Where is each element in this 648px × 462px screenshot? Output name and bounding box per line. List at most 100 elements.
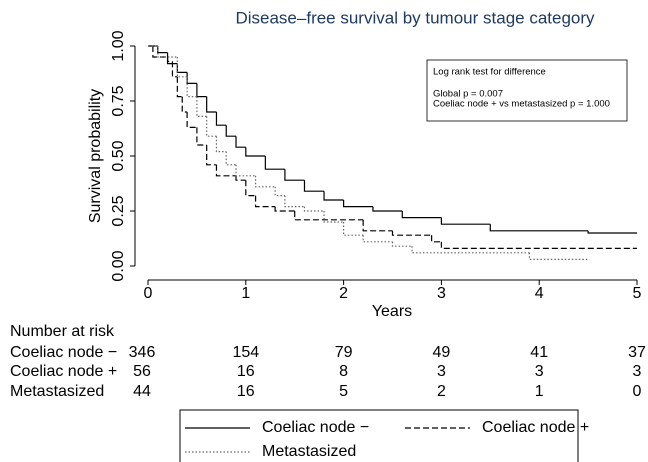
survival-step: [431, 235, 442, 243]
y-tick-label: 1.00: [110, 30, 127, 61]
survival-step: [235, 136, 246, 148]
survival-step: [215, 112, 227, 126]
survival-step: [274, 206, 295, 212]
survival-step: [294, 211, 364, 221]
annotation-box: [426, 59, 628, 122]
survival-step: [186, 76, 197, 98]
annotation: Global p = 0.007: [433, 89, 503, 100]
survival-step: [176, 57, 188, 78]
survival-step: [264, 156, 285, 170]
risk-value: 79: [335, 344, 353, 361]
survival-step: [225, 125, 237, 137]
survival-step: [362, 235, 393, 243]
survival-step: [245, 147, 266, 157]
x-tick-label: 5: [633, 285, 642, 302]
risk-value: 3: [633, 363, 642, 380]
survival-step: [343, 200, 373, 208]
y-tick-label: 0.75: [110, 85, 127, 116]
survival-step: [411, 246, 530, 254]
risk-value: 3: [535, 363, 544, 380]
survival-step: [157, 46, 168, 54]
survival-step: [152, 46, 168, 58]
survival-step: [166, 52, 178, 65]
survival-step: [323, 211, 344, 223]
y-axis-label: Survival probability: [87, 89, 104, 223]
risk-row-name: Coeliac node +: [10, 363, 117, 380]
survival-step: [206, 116, 217, 137]
risk-row-name: Metastasized: [10, 383, 104, 400]
risk-value: 49: [433, 344, 451, 361]
y-tick-label: 0.25: [110, 195, 127, 226]
y-tick-label: 0.50: [110, 140, 127, 171]
survival-step: [196, 83, 207, 98]
survival-step: [176, 76, 183, 98]
survival-step: [391, 230, 432, 236]
survival-step: [489, 224, 589, 232]
survival-step: [362, 219, 393, 232]
survival-step: [343, 222, 364, 236]
survival-step: [245, 180, 256, 197]
survival-step: [206, 96, 217, 113]
survival-step: [440, 217, 491, 225]
x-tick-label: 4: [535, 285, 544, 302]
risk-table-title: Number at risk: [10, 323, 115, 340]
risk-value: 5: [339, 383, 348, 400]
survival-step: [284, 195, 305, 208]
survival-step: [181, 96, 188, 113]
risk-value: 16: [237, 383, 255, 400]
survival-step: [372, 206, 403, 212]
survival-step: [235, 175, 246, 181]
legend-label: Coeliac node −: [262, 419, 369, 436]
risk-value: 2: [437, 383, 446, 400]
annotation: Coeliac node + vs metastasized p = 1.000: [433, 99, 610, 110]
x-axis-label: Years: [372, 303, 412, 320]
survival-step: [225, 151, 237, 166]
chart-title: Disease–free survival by tumour stage ca…: [235, 8, 595, 27]
survival-step: [440, 241, 637, 249]
risk-value: 41: [530, 344, 548, 361]
x-tick-label: 3: [437, 285, 446, 302]
survival-step: [323, 191, 344, 201]
risk-value: 16: [237, 363, 255, 380]
survival-step: [166, 57, 173, 62]
legend-box: [179, 409, 579, 462]
risk-value: 3: [437, 363, 446, 380]
risk-value: 8: [339, 363, 348, 380]
x-tick-label: 1: [241, 285, 250, 302]
survival-step: [215, 164, 237, 177]
survival-step: [171, 61, 178, 78]
risk-value: 346: [129, 344, 156, 361]
survival-step: [274, 186, 285, 197]
survival-step: [157, 46, 178, 58]
y-tick-label: 0.00: [110, 250, 127, 281]
risk-value: 44: [133, 383, 151, 400]
survival-step: [254, 175, 276, 188]
risk-value: 0: [633, 383, 642, 400]
survival-step: [528, 252, 589, 260]
risk-value: 37: [628, 344, 646, 361]
survival-step: [186, 72, 197, 84]
risk-value: 1: [535, 383, 544, 400]
x-tick-label: 0: [144, 285, 153, 302]
survival-step: [206, 145, 217, 166]
x-tick-label: 2: [339, 285, 348, 302]
survival-step: [303, 180, 325, 192]
survival-step: [303, 206, 325, 212]
risk-value: 154: [232, 344, 259, 361]
survival-step: [235, 164, 256, 177]
legend-label: Metastasized: [262, 443, 356, 460]
survival-step: [196, 127, 207, 146]
risk-row-name: Coeliac node −: [10, 344, 117, 361]
survival-step: [176, 63, 188, 73]
survival-step: [284, 169, 305, 181]
legend-label: Coeliac node +: [482, 419, 589, 436]
survival-step: [186, 112, 197, 128]
survival-step: [254, 195, 276, 208]
survival-step: [215, 136, 227, 153]
survival-step: [401, 211, 442, 219]
survival-step: [391, 241, 413, 247]
annotation: Log rank test for difference: [433, 67, 546, 78]
survival-step: [587, 230, 637, 234]
survival-step: [196, 96, 207, 117]
